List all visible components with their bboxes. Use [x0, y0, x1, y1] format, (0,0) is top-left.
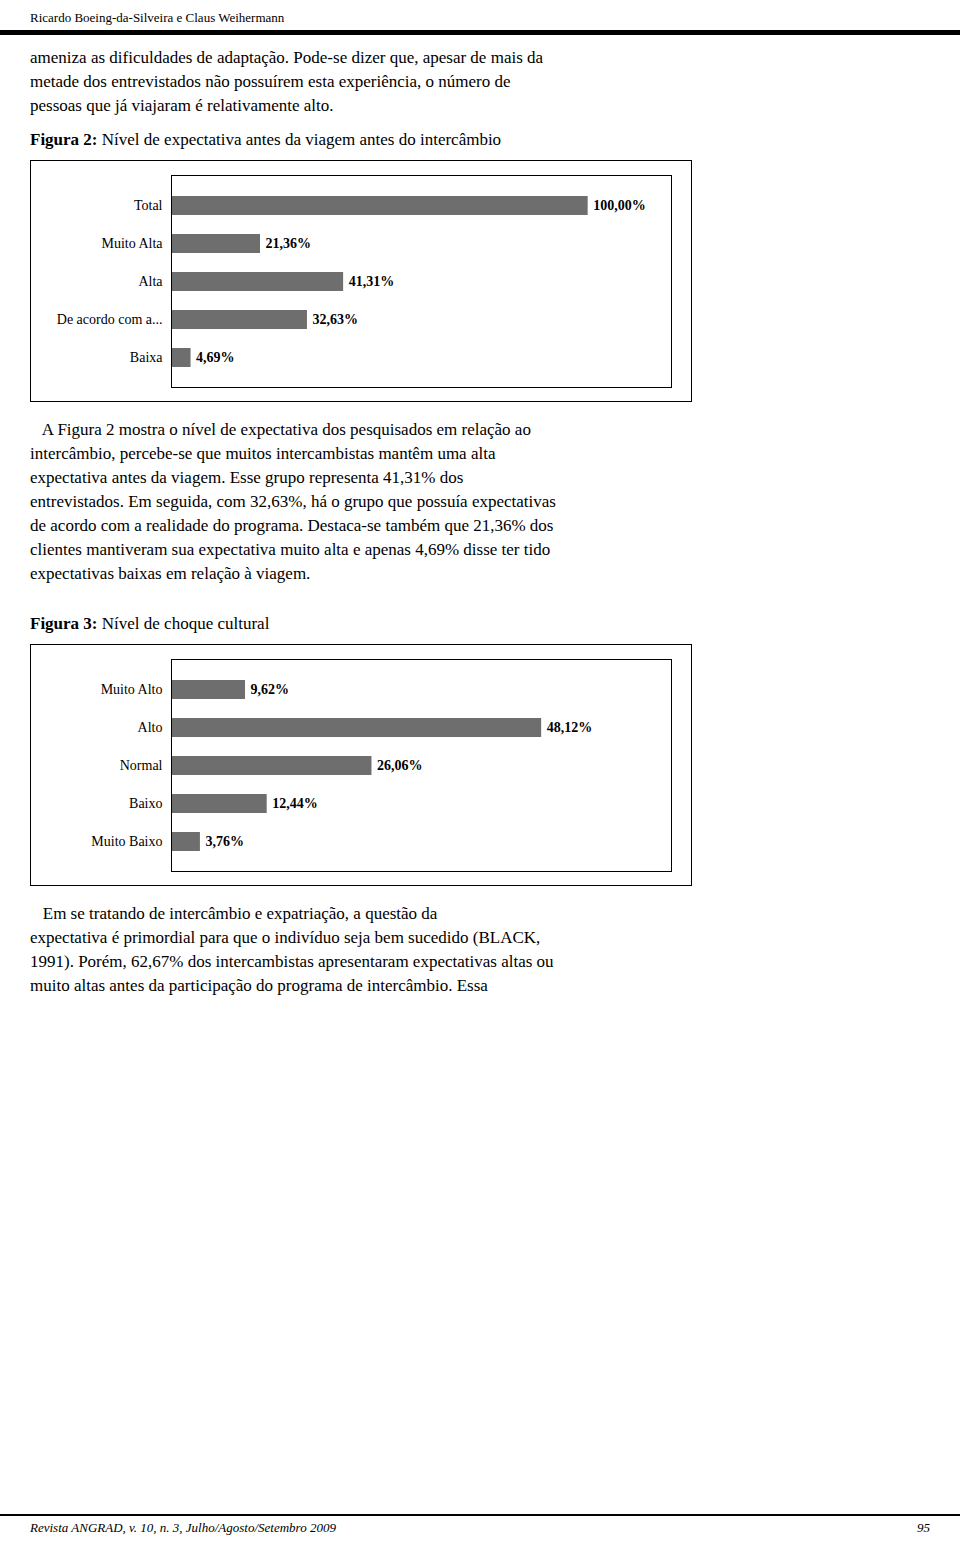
html-text:Revista ANGRAD, v. 10, n. 3, J: Revista ANGRAD, v. 10, n. 3, Julho/Agost…	[30, 1520, 336, 1535]
html-text:pessoas que já viajaram é rela: pessoas que já viajaram é relativamente …	[30, 96, 334, 115]
svg-text:26,06%: 26,06%	[377, 758, 423, 773]
html-text:metade dos entrevistados não p: metade dos entrevistados não possuírem e…	[30, 72, 511, 91]
html-text:expectativas baixas em relação: expectativas baixas em relação à viagem.	[30, 564, 311, 583]
html-text:intercâmbio, percebe-se que mu: intercâmbio, percebe-se que muitos inter…	[30, 444, 496, 463]
svg-text:21,36%: 21,36%	[266, 236, 312, 251]
html-text:95: 95	[917, 1520, 930, 1535]
html-text:expectativa antes da viagem. E: expectativa antes da viagem. Esse grupo …	[30, 468, 464, 487]
html-text:Figura 3: Nível de choque cult: Figura 3: Nível de choque cultural	[30, 614, 270, 633]
html-text:muito altas antes da participa: muito altas antes da participação do pro…	[30, 976, 488, 995]
svg-text:Muito Baixo: Muito Baixo	[91, 834, 162, 849]
svg-text:4,69%: 4,69%	[196, 350, 235, 365]
svg-text:32,63%: 32,63%	[312, 312, 358, 327]
html-text:Ricardo Boeing-da-Silveira e C: Ricardo Boeing-da-Silveira e Claus Weihe…	[30, 10, 285, 25]
svg-text:100,00%: 100,00%	[593, 198, 646, 213]
svg-text:Baixo: Baixo	[129, 796, 162, 811]
svg-text:De acordo com a...: De acordo com a...	[57, 312, 163, 327]
html-text:A Figura 2 mostra o nível de e: A Figura 2 mostra o nível de expectativa…	[30, 420, 531, 439]
svg-text:12,44%: 12,44%	[272, 796, 318, 811]
svg-text:3,76%: 3,76%	[205, 834, 244, 849]
html-text:Figura 2: Nível de expectativa: Figura 2: Nível de expectativa antes da …	[30, 130, 502, 149]
svg-text:Normal: Normal	[120, 758, 163, 773]
svg-text:9,62%: 9,62%	[251, 682, 290, 697]
html-text:entrevistados. Em seguida, com: entrevistados. Em seguida, com 32,63%, h…	[30, 492, 556, 511]
svg-text:Alto: Alto	[138, 720, 163, 735]
html-text:clientes mantiveram sua expect: clientes mantiveram sua expectativa muit…	[30, 540, 551, 559]
html-text:ameniza as dificuldades de ada: ameniza as dificuldades de adaptação. Po…	[30, 48, 544, 67]
html-text:Em se tratando de intercâmbio: Em se tratando de intercâmbio e expatria…	[30, 904, 438, 923]
svg-text:41,31%: 41,31%	[349, 274, 395, 289]
svg-text:Muito Alto: Muito Alto	[101, 682, 163, 697]
svg-text:Alta: Alta	[138, 274, 163, 289]
svg-text:48,12%: 48,12%	[547, 720, 593, 735]
svg-text:Baixa: Baixa	[130, 350, 163, 365]
svg-text:Muito Alta: Muito Alta	[101, 236, 163, 251]
svg-text:Total: Total	[134, 198, 163, 213]
html-text:de acordo com a realidade do p: de acordo com a realidade do programa. D…	[30, 516, 554, 535]
html-text:expectativa é primordial para: expectativa é primordial para que o indi…	[30, 928, 541, 947]
html-text:1991). Porém, 62,67% dos inter: 1991). Porém, 62,67% dos intercambistas …	[30, 952, 554, 971]
